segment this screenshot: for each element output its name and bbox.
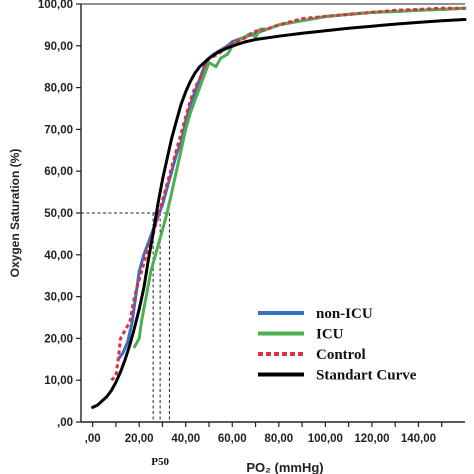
x-tick-label: 80,00 [264, 433, 293, 445]
series-lines [91, 6, 467, 409]
y-axis-title: Oxygen Saturation (%) [8, 149, 22, 278]
x-tick-label: 20,00 [125, 433, 154, 445]
y-tick-label: 60,00 [44, 166, 73, 178]
y-tick-label: ,00 [57, 417, 73, 429]
y-tick-label: 70,00 [44, 124, 73, 136]
y-tick-label: 40,00 [44, 250, 73, 262]
x-tick-label: 60,00 [218, 433, 247, 445]
y-tick-label: 90,00 [44, 41, 73, 53]
series-line-icu [133, 6, 467, 349]
y-tick-label: 80,00 [44, 83, 73, 95]
y-tick-label: 100,00 [38, 0, 73, 11]
series-line-standart-curve [91, 18, 467, 409]
y-tick-label: 50,00 [44, 208, 73, 220]
legend-label-standart-curve: Standart Curve [316, 368, 417, 384]
x-tick-label: 120,00 [354, 433, 389, 445]
y-tick-label: 30,00 [44, 292, 73, 304]
x-tick-label: 140,00 [401, 433, 436, 445]
y-tick-label: 20,00 [44, 333, 73, 345]
reference-lines [81, 212, 170, 422]
series-line-control [110, 6, 465, 382]
y-tick-label: 10,00 [44, 375, 73, 387]
p50-label: P50 [151, 456, 169, 468]
ticks: ,00 10,00 20,00 30,00 40,00 50,00 60,00 70,00 80… [38, 0, 443, 445]
legend-label-non-icu: non-ICU [316, 306, 373, 322]
x-tick-label: 100,00 [308, 433, 343, 445]
x-tick-label: 40,00 [171, 433, 200, 445]
x-tick-label: ,00 [85, 433, 101, 445]
legend: non-ICU ICU Control Standart Curve [258, 306, 417, 384]
legend-label-icu: ICU [316, 327, 344, 343]
series-line-non-icu [116, 6, 467, 361]
legend-label-control: Control [316, 347, 366, 363]
x-axis-title: PO₂ (mmHg) [246, 460, 323, 474]
